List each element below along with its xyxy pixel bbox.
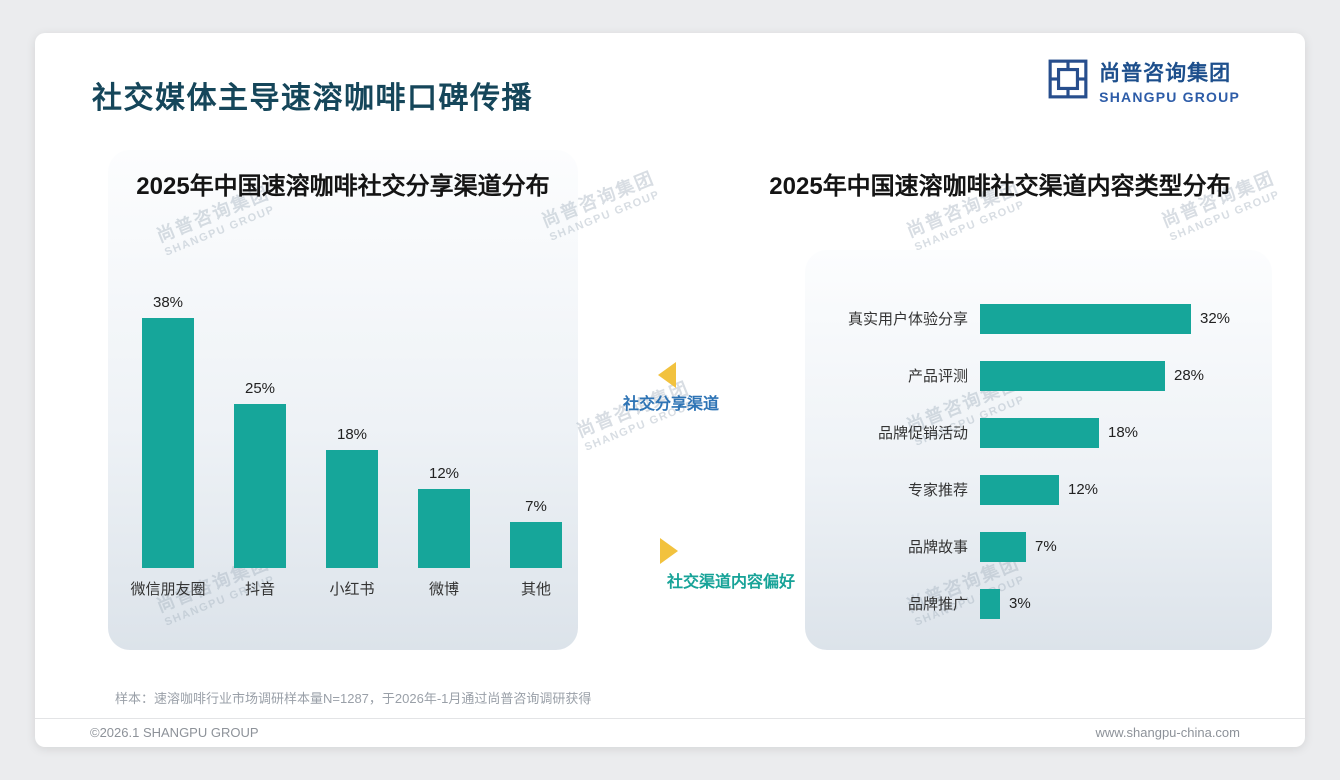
bar-category-label: 小红书 — [329, 581, 375, 598]
bar-value-label: 12% — [428, 465, 460, 482]
hbar-row: 品牌故事 7% — [820, 518, 1270, 575]
hbar-row: 专家推荐 12% — [820, 461, 1270, 518]
share-channel-category-axis: 微信朋友圈 抖音 小红书 微博 其他 — [122, 578, 582, 599]
hbar-category-label: 专家推荐 — [907, 482, 968, 499]
bar — [510, 522, 562, 568]
content-type-bar-chart: 真实用户体验分享 32% 产品评测 28% 品牌促销活动 18% 专家推荐 12% 品牌故事 7%… — [820, 290, 1270, 632]
shangpu-logo-text: 尚普咨询集团 SHANGPU GROUP — [1099, 57, 1240, 105]
watermark-en: SHANGPU GROUP — [912, 198, 1027, 254]
right-chart-title: 2025年中国速溶咖啡社交渠道内容类型分布 — [769, 173, 1231, 200]
footer-divider — [35, 718, 1305, 719]
hbar — [980, 474, 1059, 505]
bar-column: 38% — [122, 268, 214, 568]
sample-footnote: 样本：速溶咖啡行业市场调研样本量N=1287，于2026年-1月通过尚普咨询调研… — [115, 691, 592, 706]
footer-copyright: ©2026.1 SHANGPU GROUP — [90, 725, 259, 740]
hbar-value-label: 28% — [1174, 367, 1205, 384]
hbar-category-label: 产品评测 — [907, 368, 968, 385]
hbar-category-label: 品牌故事 — [907, 539, 968, 556]
hbar — [980, 588, 1000, 619]
hbar-row: 品牌推广 3% — [820, 575, 1270, 632]
bar — [326, 450, 378, 568]
share-channel-bar-chart: 38% 25% 18% 12% 7% — [122, 268, 582, 568]
arrow-left-icon — [658, 362, 676, 388]
hbar-value-label: 18% — [1108, 424, 1139, 441]
hbar — [980, 531, 1026, 562]
bar — [234, 404, 286, 568]
bar — [418, 489, 470, 568]
hbar-row: 产品评测 28% — [820, 347, 1270, 404]
hbar-category-label: 品牌促销活动 — [877, 425, 968, 442]
hbar-value-label: 12% — [1068, 481, 1099, 498]
bar-category-label: 其他 — [520, 581, 551, 598]
arrow-right-icon — [660, 538, 678, 564]
content-pref-annotation: 社交渠道内容偏好 — [666, 574, 795, 591]
hbar-value-label: 3% — [1009, 595, 1031, 612]
bar-category-label: 微博 — [428, 581, 459, 598]
hbar-row: 品牌促销活动 18% — [820, 404, 1270, 461]
report-card: 社交媒体主导速溶咖啡口碑传播 尚普咨询集团 SHANGPU GROUP 尚普咨询… — [35, 33, 1305, 747]
bar-column: 12% — [398, 268, 490, 568]
shangpu-logo: 尚普咨询集团 SHANGPU GROUP — [1047, 57, 1240, 105]
bar-value-label: 38% — [152, 294, 184, 311]
bar-category-label: 微信朋友圈 — [130, 581, 206, 598]
bar-column: 18% — [306, 268, 398, 568]
bar-value-label: 18% — [336, 426, 368, 443]
logo-en: SHANGPU GROUP — [1099, 89, 1240, 105]
hbar-value-label: 7% — [1035, 538, 1057, 555]
hbar — [980, 417, 1099, 448]
hbar-category-label: 真实用户体验分享 — [847, 311, 968, 328]
bar — [142, 318, 194, 568]
hbar — [980, 360, 1165, 391]
bar-category-label: 抖音 — [244, 581, 275, 598]
logo-cn: 尚普咨询集团 — [1099, 62, 1232, 85]
bar-value-label: 7% — [525, 498, 547, 515]
share-channel-annotation: 社交分享渠道 — [622, 396, 719, 413]
page-title: 社交媒体主导速溶咖啡口碑传播 — [92, 82, 533, 115]
hbar-row: 真实用户体验分享 32% — [820, 290, 1270, 347]
bar-column: 7% — [490, 268, 582, 568]
hbar — [980, 303, 1191, 334]
hbar-value-label: 32% — [1200, 310, 1231, 327]
hbar-category-label: 品牌推广 — [907, 596, 968, 613]
bar-value-label: 25% — [244, 380, 276, 397]
footer-website: www.shangpu-china.com — [1095, 725, 1240, 740]
shangpu-logo-icon — [1047, 58, 1089, 105]
left-chart-title: 2025年中国速溶咖啡社交分享渠道分布 — [136, 173, 550, 200]
bar-column: 25% — [214, 268, 306, 568]
